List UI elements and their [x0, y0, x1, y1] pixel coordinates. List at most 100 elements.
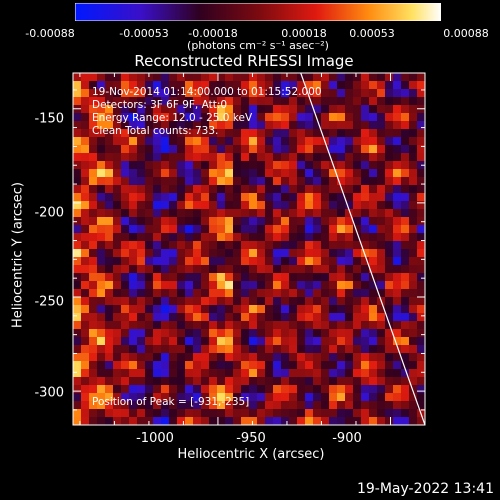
- heatmap-cell: [241, 169, 250, 178]
- heatmap-cell: [265, 73, 274, 82]
- heatmap-cell: [393, 241, 402, 250]
- heatmap-cell: [409, 217, 418, 226]
- heatmap-cell: [129, 209, 138, 218]
- heatmap-cell: [113, 361, 122, 370]
- heatmap-cell: [417, 281, 425, 290]
- heatmap-cell: [169, 281, 178, 290]
- heatmap-cell: [297, 313, 306, 322]
- heatmap-cell: [249, 265, 258, 274]
- heatmap-cell: [209, 353, 218, 362]
- heatmap-cell: [161, 241, 170, 250]
- heatmap-cell: [81, 361, 90, 370]
- heatmap-cell: [233, 185, 242, 194]
- heatmap-cell: [281, 113, 290, 122]
- heatmap-cell: [201, 409, 210, 418]
- heatmap-cell: [353, 281, 362, 290]
- heatmap-cell: [153, 353, 162, 362]
- heatmap-cell: [145, 297, 154, 306]
- heatmap-cell: [385, 313, 394, 322]
- heatmap-cell: [113, 201, 122, 210]
- heatmap-cell: [201, 337, 210, 346]
- heatmap-cell: [249, 161, 258, 170]
- heatmap-cell: [305, 241, 314, 250]
- heatmap-cell: [281, 217, 290, 226]
- heatmap-cell: [153, 289, 162, 298]
- heatmap-cell: [409, 257, 418, 266]
- heatmap-cell: [401, 193, 410, 202]
- heatmap-cell: [321, 185, 330, 194]
- heatmap-cell: [377, 265, 386, 274]
- heatmap-cell: [329, 377, 338, 386]
- heatmap-cell: [409, 193, 418, 202]
- heatmap-cell: [201, 289, 210, 298]
- heatmap-cell: [137, 233, 146, 242]
- heatmap-cell: [153, 345, 162, 354]
- heatmap-cell: [409, 113, 418, 122]
- heatmap-cell: [81, 289, 90, 298]
- heatmap-cell: [257, 321, 266, 330]
- heatmap-cell: [297, 193, 306, 202]
- heatmap-cell: [97, 185, 106, 194]
- heatmap-cell: [273, 265, 282, 274]
- heatmap-cell: [201, 361, 210, 370]
- heatmap-cell: [401, 169, 410, 178]
- heatmap-cell: [209, 329, 218, 338]
- heatmap-cell: [209, 113, 218, 122]
- heatmap-cell: [105, 89, 114, 98]
- heatmap-cell: [417, 385, 425, 394]
- heatmap-cell: [265, 281, 274, 290]
- heatmap-cell: [217, 393, 226, 402]
- heatmap-cell: [321, 193, 330, 202]
- heatmap-cell: [305, 321, 314, 330]
- heatmap-cell: [217, 153, 226, 162]
- heatmap-cell: [233, 241, 242, 250]
- heatmap-cell: [185, 249, 194, 258]
- heatmap-cell: [225, 417, 234, 425]
- heatmap-cell: [153, 241, 162, 250]
- heatmap-cell: [97, 153, 106, 162]
- heatmap-cell: [297, 153, 306, 162]
- heatmap-cell: [377, 185, 386, 194]
- heatmap-cell: [89, 97, 98, 106]
- heatmap-cell: [289, 281, 298, 290]
- heatmap-cell: [273, 393, 282, 402]
- heatmap-cell: [241, 129, 250, 138]
- heatmap-cell: [409, 401, 418, 410]
- heatmap-cell: [225, 337, 234, 346]
- heatmap-cell: [113, 369, 122, 378]
- heatmap-cell: [393, 169, 402, 178]
- heatmap-cell: [153, 369, 162, 378]
- heatmap-cell: [281, 249, 290, 258]
- heatmap-cell: [249, 369, 258, 378]
- heatmap-cell: [369, 401, 378, 410]
- heatmap-cell: [193, 209, 202, 218]
- heatmap-cell: [289, 249, 298, 258]
- heatmap-cell: [153, 273, 162, 282]
- heatmap-cell: [281, 393, 290, 402]
- heatmap-cell: [145, 369, 154, 378]
- heatmap-cell: [297, 297, 306, 306]
- heatmap-cell: [89, 145, 98, 154]
- heatmap-cell: [281, 177, 290, 186]
- heatmap-cell: [377, 129, 386, 138]
- heatmap-cell: [265, 393, 274, 402]
- heatmap-cell: [129, 353, 138, 362]
- heatmap-cell: [377, 337, 386, 346]
- heatmap-cell: [145, 337, 154, 346]
- heatmap-cell: [113, 121, 122, 130]
- heatmap-cell: [105, 209, 114, 218]
- heatmap-cell: [265, 233, 274, 242]
- heatmap-cell: [257, 337, 266, 346]
- heatmap-cell: [409, 369, 418, 378]
- heatmap-cell: [161, 281, 170, 290]
- heatmap-cell: [177, 137, 186, 146]
- heatmap-cell: [233, 121, 242, 130]
- heatmap-cell: [73, 209, 82, 218]
- heatmap-cell: [153, 217, 162, 226]
- colorbar-tick-label: 0.00053: [349, 27, 395, 40]
- heatmap-cell: [209, 185, 218, 194]
- heatmap-cell: [409, 281, 418, 290]
- heatmap-cell: [393, 193, 402, 202]
- heatmap-cell: [169, 217, 178, 226]
- heatmap-cell: [313, 401, 322, 410]
